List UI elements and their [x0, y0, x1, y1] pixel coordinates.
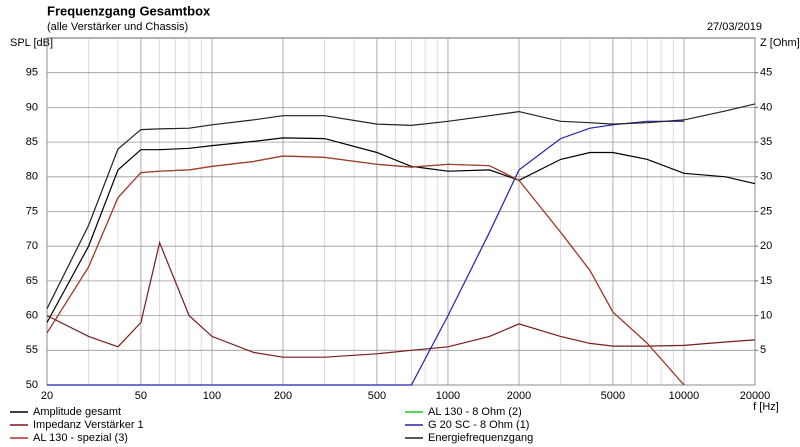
- legend-label: Impedanz Verstärker 1: [33, 419, 144, 431]
- series-line: [46, 137, 756, 323]
- chart-title: Frequenzgang Gesamtbox: [47, 3, 211, 18]
- y2-tick-label: 40: [760, 101, 772, 113]
- x-tick-label: 100: [203, 390, 221, 402]
- y2-tick-label: 45: [760, 67, 772, 79]
- y-tick-label: 70: [26, 240, 38, 252]
- y-axis-label: SPL [dB]: [10, 37, 53, 49]
- series-line: [46, 103, 756, 309]
- y-tick-label: 50: [26, 379, 38, 391]
- y2-tick-label: 20: [760, 240, 772, 252]
- y2-tick-label: 35: [760, 136, 772, 148]
- x-tick-label: 1000: [436, 390, 460, 402]
- chart-date: 27/03/2019: [707, 21, 762, 33]
- y2-tick-label: 30: [760, 171, 772, 183]
- x-tick-label: 500: [368, 390, 386, 402]
- x-tick-label: 50: [135, 390, 147, 402]
- y2-tick-label: 5: [760, 344, 766, 356]
- y-tick-label: 65: [26, 275, 38, 287]
- x-tick-label: 10000: [669, 390, 700, 402]
- legend-label: G 20 SC - 8 Ohm (1): [428, 419, 529, 431]
- y-tick-label: 55: [26, 344, 38, 356]
- legend-label: AL 130 - spezial (3): [33, 432, 128, 444]
- series-line: [47, 120, 684, 386]
- chart-subtitle: (alle Verstärker und Chassis): [47, 21, 188, 33]
- y-tick-label: 95: [26, 67, 38, 79]
- y-tick-label: 80: [26, 171, 38, 183]
- legend-label: AL 130 - 8 Ohm (2): [428, 406, 522, 418]
- series-line: [46, 155, 685, 386]
- x-tick-label: 2000: [507, 390, 531, 402]
- x-axis-label: f [Hz]: [753, 401, 779, 413]
- y2-tick-label: 25: [760, 205, 772, 217]
- legend-label: Energiefrequenzgang: [428, 432, 533, 444]
- x-tick-label: 5000: [601, 390, 625, 402]
- y2-tick-label: 15: [760, 275, 772, 287]
- y-tick-label: 85: [26, 136, 38, 148]
- y2-tick-label: 10: [760, 310, 772, 322]
- legend-label: Amplitude gesamt: [33, 406, 121, 418]
- x-tick-label: 200: [274, 390, 292, 402]
- series-line: [46, 240, 756, 358]
- y-tick-label: 60: [26, 310, 38, 322]
- x-tick-label: 20: [41, 390, 53, 402]
- y-tick-label: 90: [26, 101, 38, 113]
- x-tick-label: 20000: [740, 390, 771, 402]
- y-tick-label: 75: [26, 205, 38, 217]
- y2-axis-label: Z [Ohm]: [760, 37, 800, 49]
